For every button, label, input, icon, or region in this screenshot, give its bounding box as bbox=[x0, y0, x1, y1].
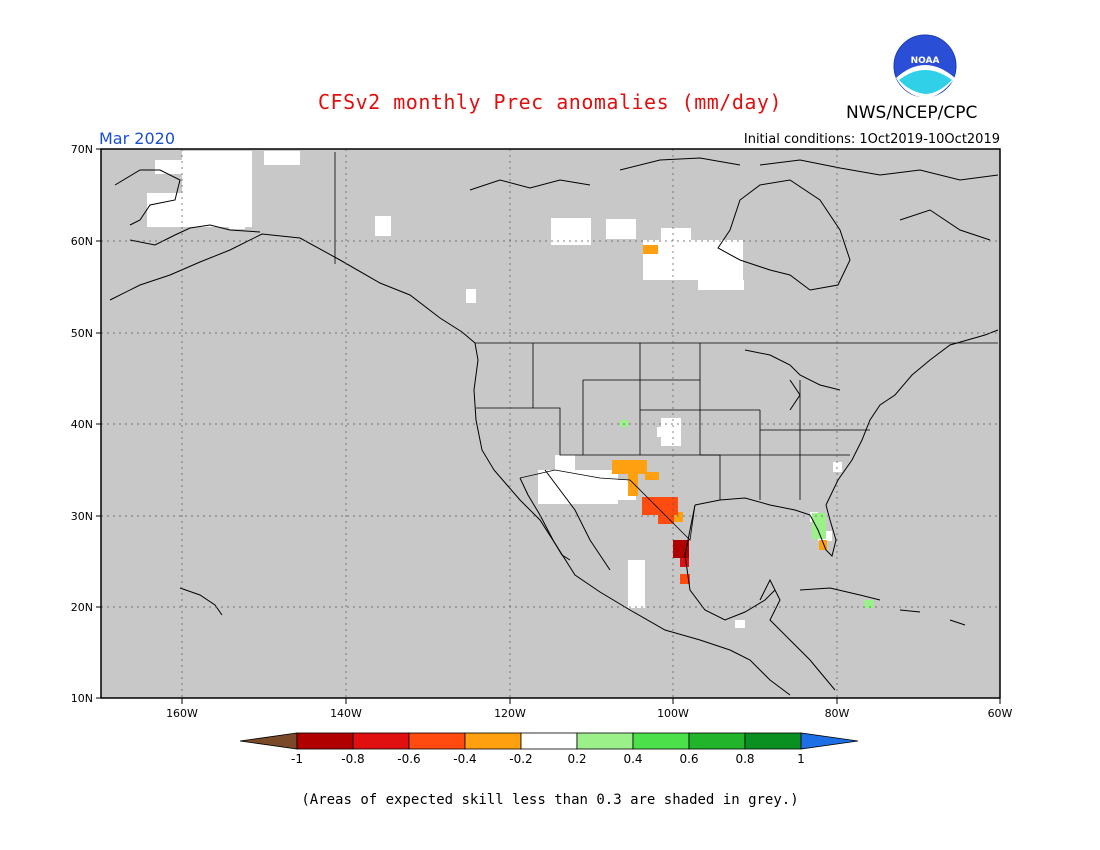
colorbar-box bbox=[744, 732, 802, 750]
lat-label: 30N bbox=[71, 510, 93, 523]
colorbar-box bbox=[296, 732, 354, 750]
colorbar-left-arrow bbox=[239, 732, 298, 750]
org-label: NWS/NCEP/CPC bbox=[846, 103, 978, 123]
colorbar: -1 -0.8 -0.6 -0.4 -0.2 0.2 0.4 0.6 0.8 1 bbox=[239, 732, 859, 766]
lat-label: 40N bbox=[71, 418, 93, 431]
lon-ticks bbox=[181, 698, 1001, 704]
colorbar-label: 0.4 bbox=[623, 752, 642, 766]
colorbar-label: -0.6 bbox=[397, 752, 420, 766]
lon-label: 80W bbox=[825, 707, 850, 720]
lat-label: 50N bbox=[71, 327, 93, 340]
colorbar-right-arrow bbox=[800, 732, 859, 750]
lat-label: 60N bbox=[71, 235, 93, 248]
lat-ticks bbox=[96, 148, 101, 699]
lon-label: 140W bbox=[330, 707, 362, 720]
colorbar-box bbox=[632, 732, 690, 750]
colorbar-label: 1 bbox=[797, 752, 805, 766]
colorbar-label: 0.8 bbox=[735, 752, 754, 766]
lat-label: 10N bbox=[71, 692, 93, 705]
lat-label: 20N bbox=[71, 601, 93, 614]
colorbar-label: -0.4 bbox=[453, 752, 476, 766]
political-borders bbox=[334, 152, 998, 541]
colorbar-label: -0.8 bbox=[341, 752, 364, 766]
initial-conditions-label: Initial conditions: 1Oct2019-10Oct2019 bbox=[743, 132, 1000, 147]
lat-label: 70N bbox=[71, 143, 93, 156]
noaa-logo-text: NOAA bbox=[911, 56, 940, 66]
noaa-logo: NOAA bbox=[893, 34, 957, 98]
colorbar-box bbox=[464, 732, 522, 750]
lon-label: 100W bbox=[657, 707, 689, 720]
lon-label: 160W bbox=[166, 707, 198, 720]
white-anomaly-areas bbox=[147, 151, 842, 628]
colorbar-box bbox=[408, 732, 466, 750]
colorbar-box bbox=[520, 732, 578, 750]
skill-footnote: (Areas of expected skill less than 0.3 a… bbox=[301, 792, 799, 808]
colorbar-box bbox=[352, 732, 410, 750]
colorbar-label: -1 bbox=[291, 752, 303, 766]
map-background bbox=[101, 149, 1000, 698]
month-label: Mar 2020 bbox=[99, 129, 175, 148]
colorbar-box bbox=[576, 732, 634, 750]
colorbar-label: -0.2 bbox=[509, 752, 532, 766]
lon-label: 120W bbox=[494, 707, 526, 720]
coastlines bbox=[109, 157, 999, 696]
colorbar-label: 0.2 bbox=[567, 752, 586, 766]
colorbar-box bbox=[688, 732, 746, 750]
graticule bbox=[101, 149, 1000, 698]
lon-label: 60W bbox=[988, 707, 1013, 720]
colorbar-label: 0.6 bbox=[679, 752, 698, 766]
chart-title: CFSv2 monthly Prec anomalies (mm/day) bbox=[317, 90, 783, 114]
